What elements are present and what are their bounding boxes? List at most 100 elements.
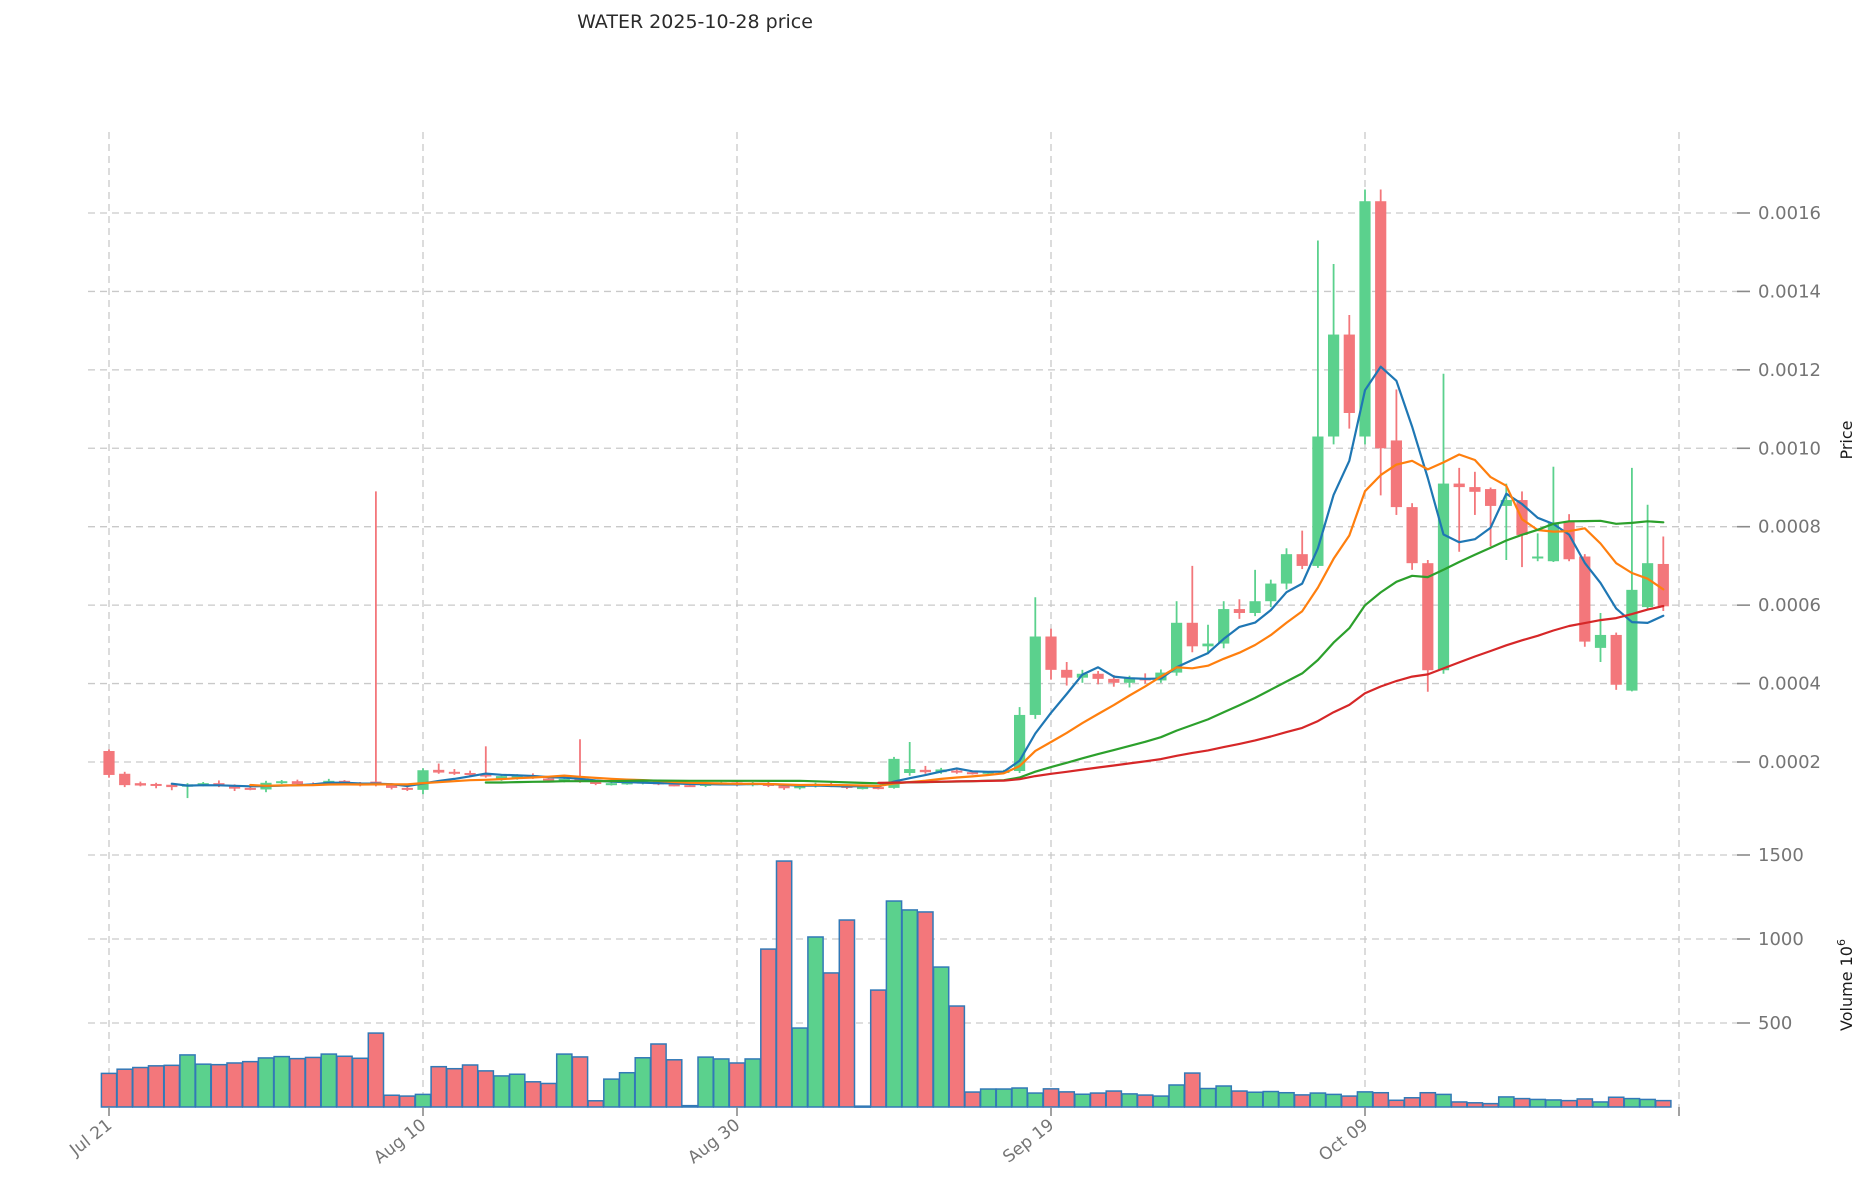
candle-body: [1265, 583, 1277, 602]
candle-body: [103, 751, 115, 775]
volume-bar: [1136, 1094, 1154, 1108]
price-tick-label: 0.0004: [1758, 674, 1821, 695]
candle-body: [919, 769, 931, 773]
candle-body: [684, 785, 696, 788]
volume-bar: [587, 1100, 605, 1108]
candle-body: [1375, 201, 1387, 449]
candle-body: [904, 769, 916, 773]
candle-body: [1233, 609, 1245, 613]
candle-body: [291, 781, 303, 784]
candlestick-layer: [103, 189, 1669, 799]
volume-bar: [618, 1071, 636, 1108]
candle-body: [1092, 673, 1104, 679]
candle-body: [1280, 554, 1293, 584]
volume-bar: [1545, 1099, 1562, 1108]
volume-bar: [446, 1067, 463, 1108]
volume-bar: [995, 1088, 1013, 1108]
volume-bar: [367, 1032, 385, 1108]
chart-title: WATER 2025-10-28 price: [577, 11, 813, 33]
volume-bar: [665, 1059, 683, 1108]
volume-bar: [1121, 1093, 1138, 1108]
volume-bar: [1011, 1087, 1028, 1108]
candle-body: [888, 758, 900, 788]
candle-body: [1437, 483, 1450, 671]
volume-bar: [1466, 1102, 1484, 1108]
volume-bar: [869, 989, 887, 1108]
volume-bar: [1231, 1090, 1248, 1108]
candle-body: [590, 781, 602, 784]
candle-body: [1406, 507, 1418, 564]
volume-bar: [681, 1104, 699, 1108]
volume-bar: [336, 1055, 353, 1108]
candle-body: [1343, 334, 1355, 413]
volume-bar: [1152, 1095, 1170, 1108]
date-tick-label: Sep 19: [999, 1115, 1058, 1167]
volume-bar: [398, 1095, 416, 1108]
volume-bar: [1340, 1095, 1358, 1108]
volume-bar: [697, 1056, 714, 1108]
volume-bar: [1042, 1088, 1060, 1108]
date-tick-label: Jul 21: [66, 1115, 117, 1161]
volume-bar: [1058, 1091, 1076, 1108]
price-axis-title: Price: [1837, 420, 1856, 459]
volume-bar: [179, 1054, 196, 1108]
candle-body: [872, 787, 884, 790]
volume-bar: [1183, 1072, 1201, 1108]
candle-body: [621, 782, 633, 785]
volume-bar: [289, 1057, 306, 1108]
volume-bar: [210, 1063, 228, 1108]
volume-bar: [1623, 1097, 1641, 1108]
candle-body: [1657, 563, 1669, 607]
candle-body: [464, 772, 476, 775]
candle-body: [778, 785, 790, 789]
candle-body: [1579, 556, 1591, 642]
volume-bar: [304, 1056, 322, 1108]
volume-bar: [712, 1058, 730, 1108]
ma-line-25: [484, 519, 1665, 785]
price-tick-label: 0.0016: [1758, 203, 1821, 224]
volume-bar: [964, 1091, 981, 1108]
candle-body: [1061, 669, 1073, 678]
volume-bar: [1513, 1097, 1531, 1108]
candle-body: [1123, 678, 1136, 683]
volume-bar: [540, 1082, 557, 1108]
candle-body: [386, 784, 398, 788]
volume-bar: [351, 1057, 369, 1108]
volume-bar: [917, 911, 934, 1108]
volume-bar: [1325, 1093, 1342, 1108]
volume-bar: [241, 1060, 259, 1108]
volume-bar: [1293, 1094, 1311, 1108]
volume-bar: [383, 1094, 400, 1108]
volume-bar: [1074, 1093, 1091, 1108]
volume-bar: [273, 1055, 291, 1108]
date-tick-label: Aug 30: [684, 1115, 744, 1168]
price-tick-label: 0.0008: [1758, 517, 1821, 538]
volume-bar: [901, 909, 919, 1108]
volume-bar: [226, 1062, 243, 1108]
volume-bar: [1450, 1101, 1468, 1108]
candle-body: [276, 781, 288, 784]
volume-bar: [1278, 1091, 1295, 1108]
candle-body: [668, 784, 680, 787]
volume-tick-label: 1500: [1758, 845, 1804, 866]
volume-bar: [1639, 1098, 1656, 1108]
candle-body: [229, 785, 241, 789]
volume-bar: [1026, 1092, 1044, 1108]
volume-bar: [807, 936, 824, 1108]
candle-body: [1328, 334, 1340, 437]
volume-bar: [760, 948, 777, 1108]
candle-body: [605, 783, 617, 786]
candle-body: [166, 784, 178, 788]
volume-bar: [147, 1065, 165, 1108]
price-tick-label: 0.0002: [1758, 752, 1821, 773]
volume-bar: [555, 1053, 573, 1108]
candle-body: [794, 785, 806, 789]
candle-body: [244, 787, 256, 790]
volume-bar: [1497, 1096, 1515, 1108]
candle-body: [401, 787, 413, 790]
volume-bar: [320, 1053, 338, 1108]
ma-line-50: [877, 604, 1665, 785]
candle-body: [511, 775, 523, 778]
